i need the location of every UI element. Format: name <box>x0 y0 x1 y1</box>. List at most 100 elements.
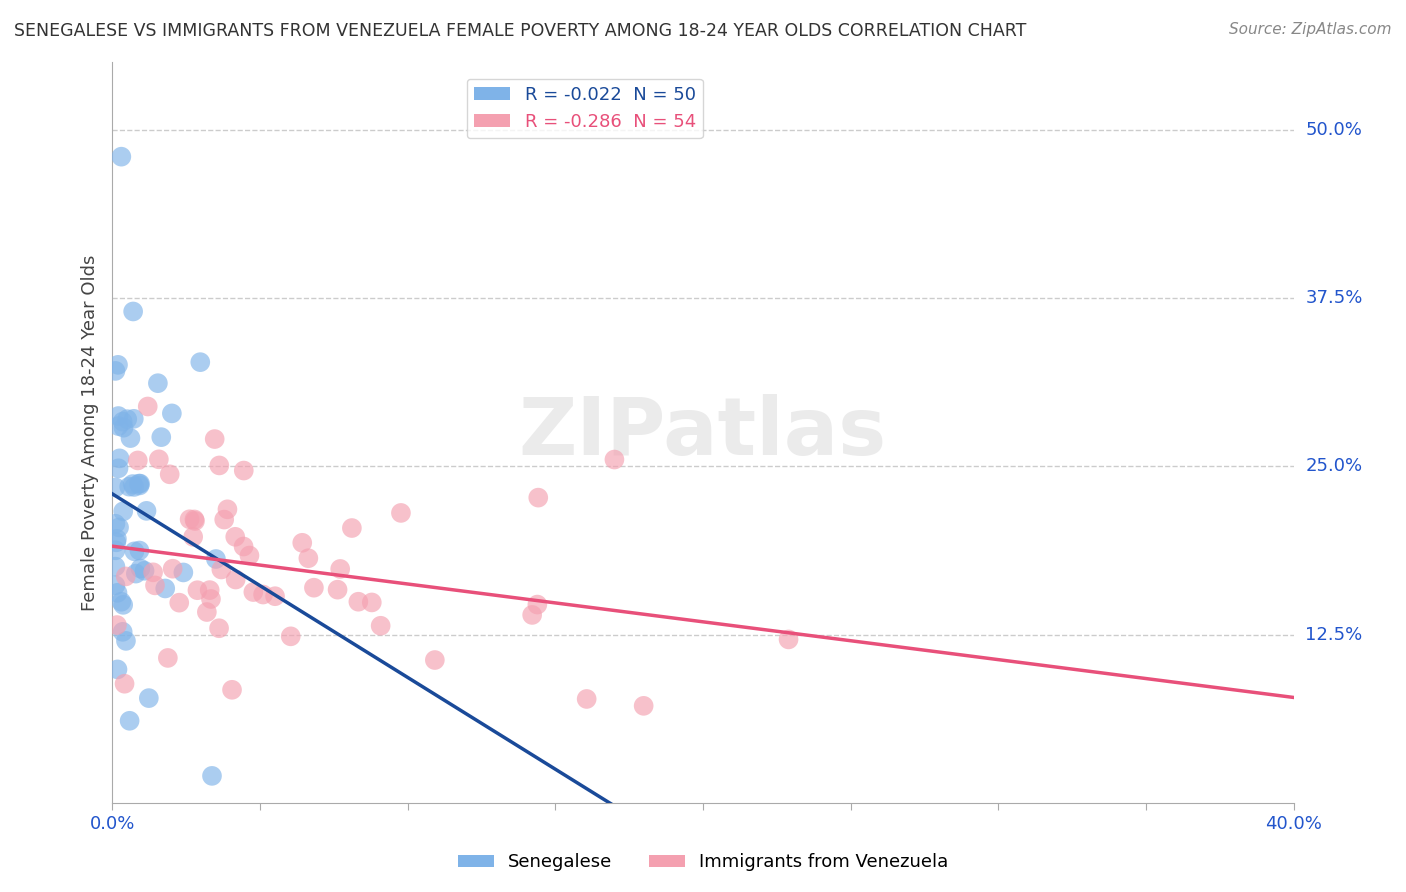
Point <box>110 595 132 609</box>
Point <box>104 516 127 531</box>
Text: 25.0%: 25.0% <box>1305 458 1362 475</box>
Point <box>125 566 148 581</box>
Point <box>242 585 264 599</box>
Point <box>105 535 128 549</box>
Point <box>183 512 205 526</box>
Point <box>124 544 146 558</box>
Point <box>291 536 314 550</box>
Point <box>118 714 141 728</box>
Point <box>329 562 352 576</box>
Point <box>520 607 543 622</box>
Point <box>117 412 138 426</box>
Point <box>114 569 136 583</box>
Text: 50.0%: 50.0% <box>1305 120 1362 139</box>
Point <box>188 355 211 369</box>
Text: SENEGALESE VS IMMIGRANTS FROM VENEZUELA FEMALE POVERTY AMONG 18-24 YEAR OLDS COR: SENEGALESE VS IMMIGRANTS FROM VENEZUELA … <box>14 22 1026 40</box>
Point <box>326 582 349 597</box>
Point <box>155 582 177 596</box>
Point <box>105 618 128 632</box>
Point <box>204 432 226 446</box>
Point <box>198 583 221 598</box>
Point <box>104 543 127 558</box>
Point <box>238 549 260 563</box>
Point <box>156 651 179 665</box>
Point <box>778 632 800 647</box>
Point <box>136 400 159 414</box>
Point <box>195 605 218 619</box>
Point <box>224 530 246 544</box>
Point <box>201 769 224 783</box>
Point <box>172 566 194 580</box>
Point <box>252 588 274 602</box>
Point <box>225 573 247 587</box>
Point <box>104 480 127 494</box>
Point <box>575 692 598 706</box>
Point <box>111 415 134 429</box>
Text: ZIPatlas: ZIPatlas <box>519 393 887 472</box>
Point <box>110 150 132 164</box>
Y-axis label: Female Poverty Among 18-24 Year Olds: Female Poverty Among 18-24 Year Olds <box>80 254 98 611</box>
Point <box>150 430 173 444</box>
Legend: R = -0.022  N = 50, R = -0.286  N = 54: R = -0.022 N = 50, R = -0.286 N = 54 <box>467 78 703 138</box>
Point <box>186 583 208 598</box>
Point <box>167 596 190 610</box>
Point <box>118 480 141 494</box>
Point <box>280 629 302 643</box>
Point <box>128 478 150 492</box>
Point <box>360 595 382 609</box>
Point <box>129 476 152 491</box>
Point <box>200 592 222 607</box>
Point <box>121 477 143 491</box>
Point <box>115 633 138 648</box>
Point <box>107 662 129 676</box>
Point <box>129 561 152 575</box>
Point <box>232 464 254 478</box>
Point <box>112 504 135 518</box>
Point <box>107 419 129 434</box>
Text: 37.5%: 37.5% <box>1305 289 1362 307</box>
Point <box>208 621 231 635</box>
Point <box>370 619 392 633</box>
Point <box>162 562 184 576</box>
Point <box>527 491 550 505</box>
Point <box>159 467 181 482</box>
Point <box>217 502 239 516</box>
Point <box>389 506 412 520</box>
Point <box>114 677 136 691</box>
Point <box>221 682 243 697</box>
Point <box>128 543 150 558</box>
Point <box>232 540 254 554</box>
Point <box>134 564 156 578</box>
Text: 12.5%: 12.5% <box>1305 625 1362 643</box>
Point <box>297 551 319 566</box>
Point <box>128 476 150 491</box>
Point <box>209 562 232 576</box>
Point <box>205 552 228 566</box>
Point <box>148 452 170 467</box>
Point <box>112 420 135 434</box>
Point <box>179 512 201 526</box>
Point <box>181 530 204 544</box>
Point <box>135 504 157 518</box>
Point <box>208 458 231 473</box>
Point <box>112 598 135 612</box>
Legend: Senegalese, Immigrants from Venezuela: Senegalese, Immigrants from Venezuela <box>450 847 956 879</box>
Point <box>212 512 235 526</box>
Point <box>107 461 129 475</box>
Point <box>302 581 325 595</box>
Point <box>347 595 370 609</box>
Point <box>104 578 127 592</box>
Point <box>526 598 548 612</box>
Point <box>108 451 131 466</box>
Point <box>138 691 160 706</box>
Point <box>108 520 131 534</box>
Point <box>603 452 626 467</box>
Point <box>107 586 129 600</box>
Text: Source: ZipAtlas.com: Source: ZipAtlas.com <box>1229 22 1392 37</box>
Point <box>160 406 183 420</box>
Point <box>142 566 165 580</box>
Point <box>104 559 127 574</box>
Point <box>122 304 145 318</box>
Point <box>107 358 129 372</box>
Point <box>423 653 446 667</box>
